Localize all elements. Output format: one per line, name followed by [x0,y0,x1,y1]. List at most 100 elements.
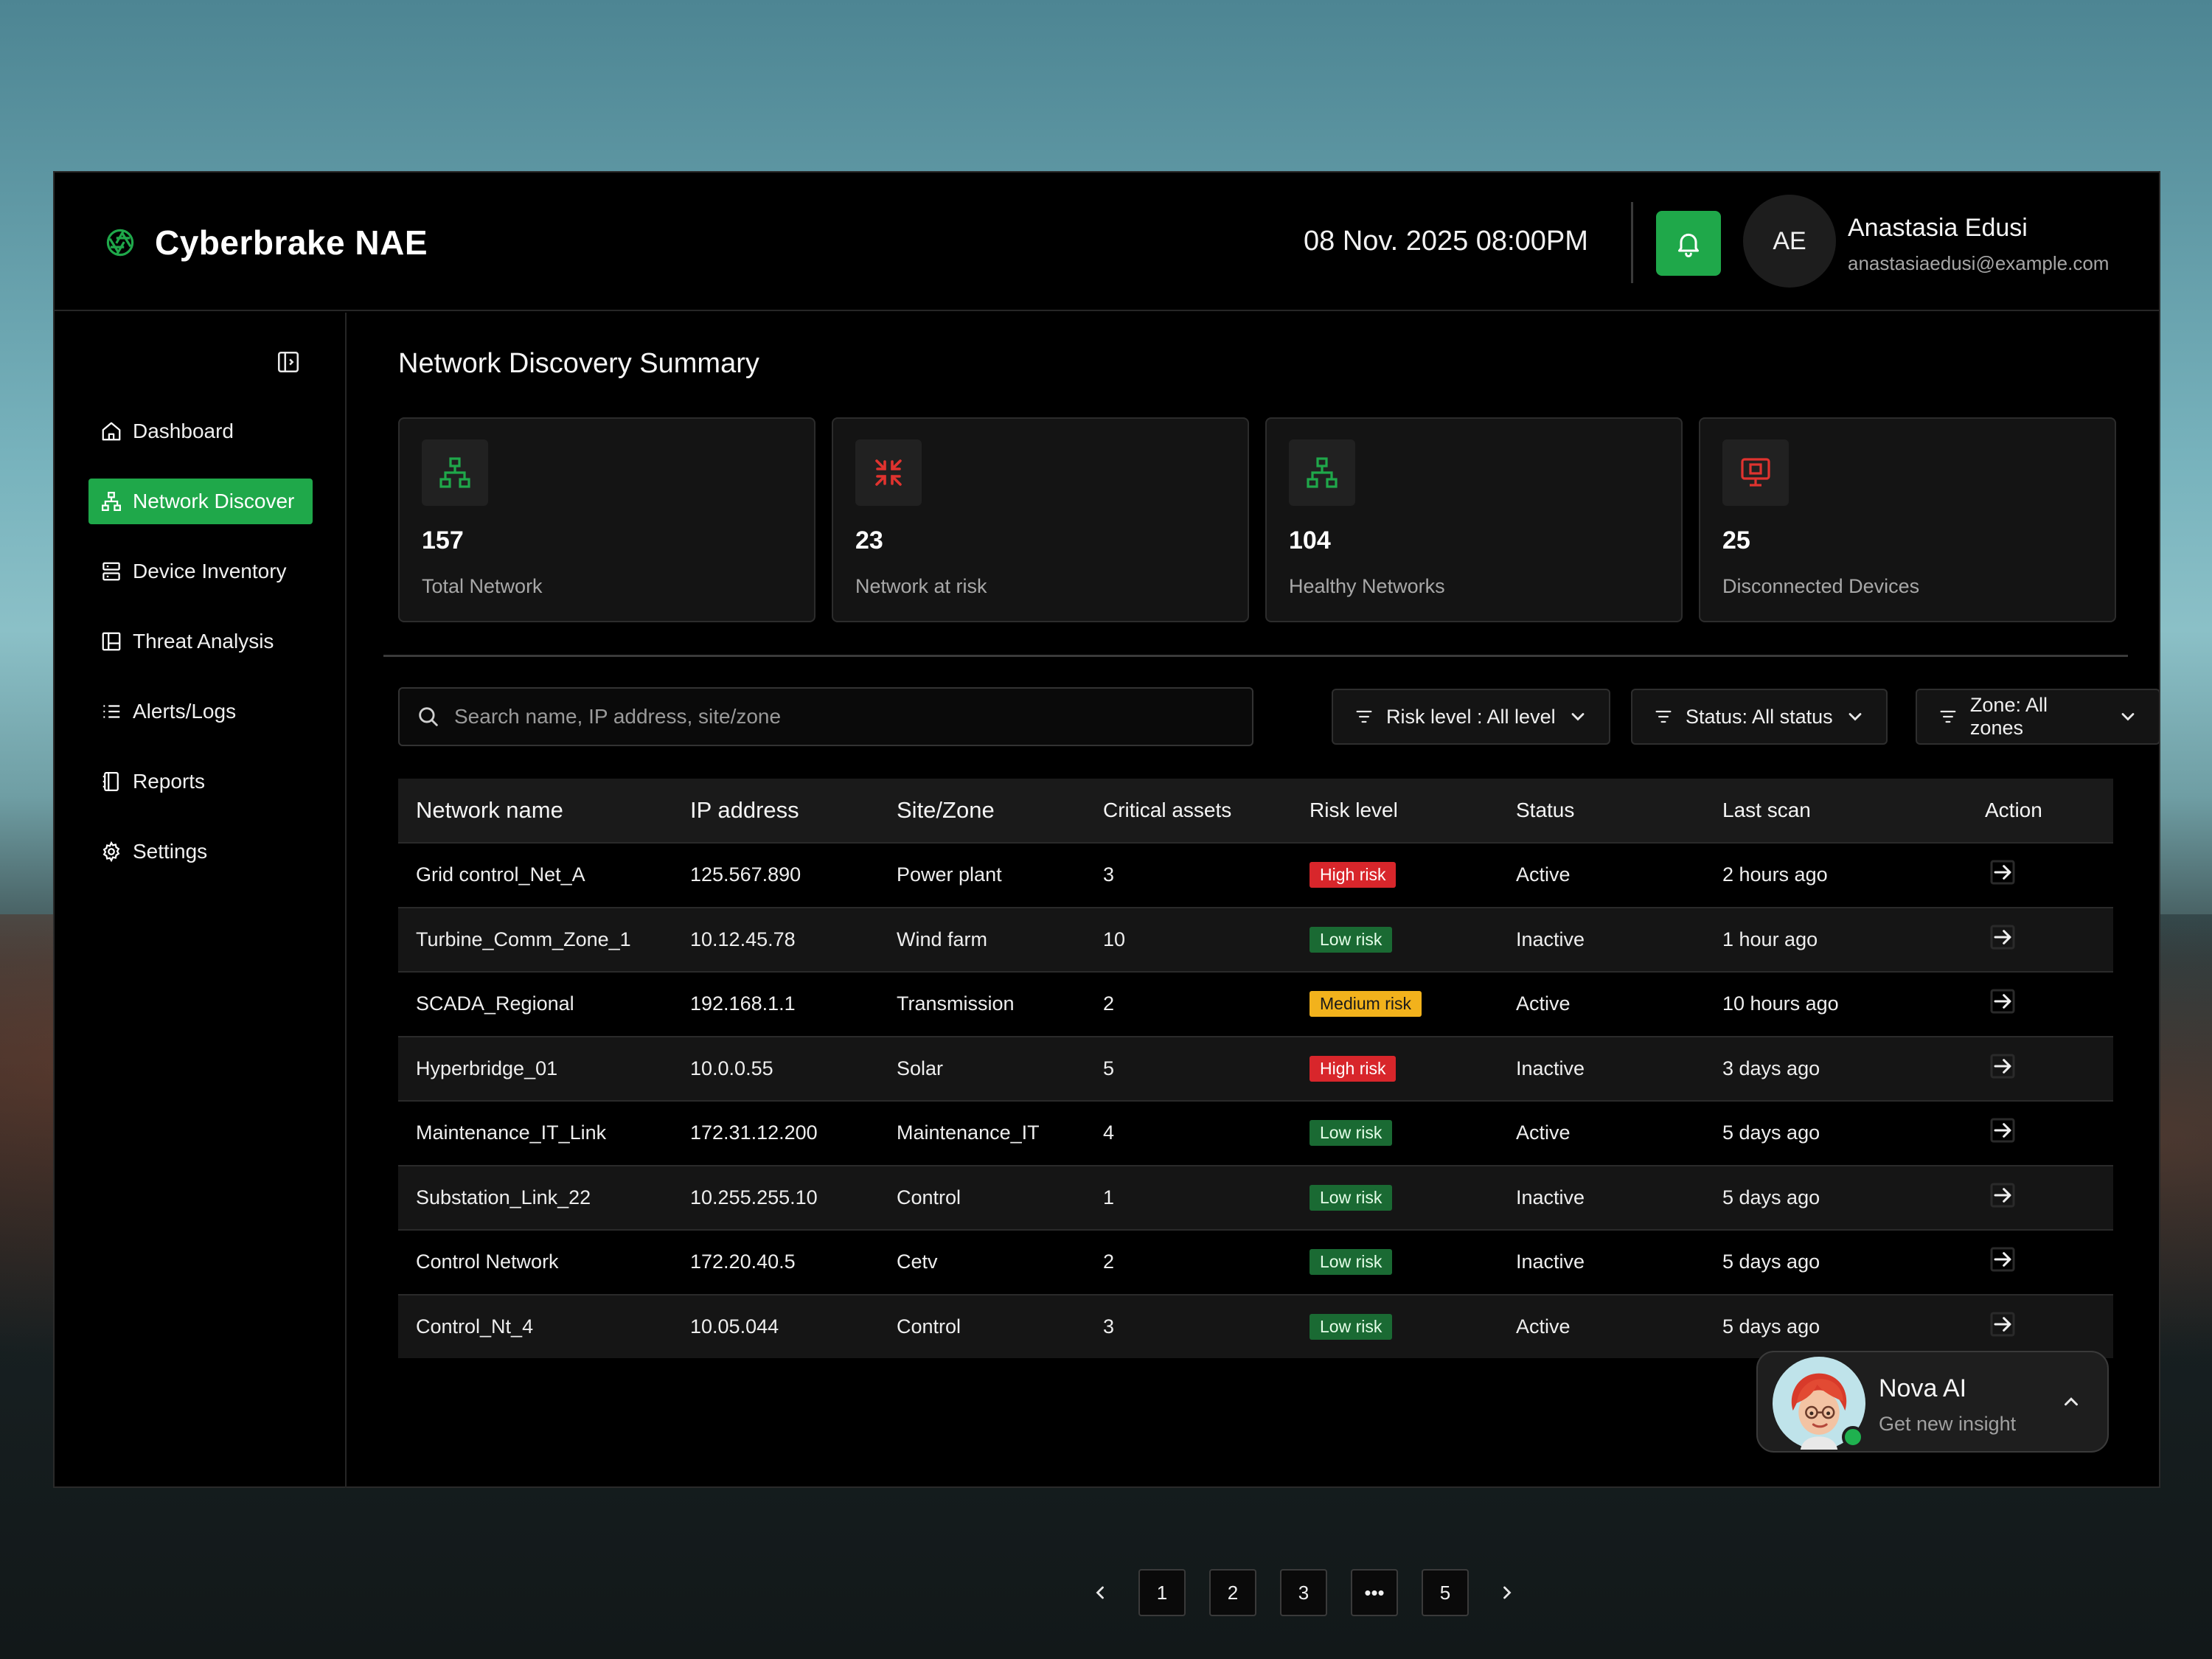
table-row[interactable]: Turbine_Comm_Zone_1 10.12.45.78 Wind farm 1… [398,906,2113,971]
table-row[interactable]: Control_Nt_4 10.05.044 Control 3 Low risk Act… [398,1293,2113,1358]
table-row[interactable]: Hyperbridge_01 10.0.0.55 Solar 5 High risk In… [398,1035,2113,1100]
page-ellipsis[interactable]: ••• [1351,1569,1398,1616]
column-header[interactable]: IP address [690,797,799,823]
chevron-down-icon [2121,713,2135,721]
network-icon [102,492,121,511]
column-header[interactable]: Network name [416,797,563,823]
table-row[interactable]: Grid control_Net_A 125.567.890 Power plant… [398,842,2113,907]
card-value: 157 [422,526,464,554]
cell-assets: 5 [1103,1057,1115,1079]
logo[interactable]: Cyberbrake NAE [105,223,428,262]
cell-ip: 172.20.40.5 [690,1251,796,1273]
cell-assets: 4 [1103,1121,1115,1144]
sidebar-nav: Dashboard Network Discover Device Invent… [88,408,313,899]
arrow-right-icon[interactable] [1988,858,2017,887]
table-row[interactable]: Substation_Link_22 10.255.255.10 Control 1 L… [398,1164,2113,1229]
sidebar-item-label: Settings [133,840,208,863]
column-header[interactable]: Risk level [1310,799,1398,821]
cell-assets: 2 [1103,1251,1115,1273]
sidebar-item-settings[interactable]: Settings [88,829,313,874]
card-healthy-networks[interactable]: 104 Healthy Networks [1265,417,1683,622]
sidebar-item-device-inventory[interactable]: Device Inventory [88,549,313,594]
arrow-right-icon[interactable] [1988,1116,2017,1145]
header-divider [1631,202,1633,283]
user-avatar[interactable]: AE [1743,195,1836,288]
risk-badge: Low risk [1310,1120,1393,1147]
current-datetime: 08 Nov. 2025 08:00PM [1304,226,1588,257]
page-button-2[interactable]: 2 [1209,1569,1256,1616]
cell-site: Control [897,1186,961,1208]
sidebar-item-label: Device Inventory [133,560,287,582]
cell-scan: 5 days ago [1722,1315,1820,1338]
table-row[interactable]: Maintenance_IT_Link 172.31.12.200 Maintena… [398,1100,2113,1165]
column-header: Action [1985,799,2042,821]
table-row[interactable]: Control Network 172.20.40.5 Cetv 2 Low risk I… [398,1229,2113,1294]
card-value: 25 [1722,526,1750,554]
column-header[interactable]: Critical assets [1103,799,1232,821]
sidebar-item-network-discover[interactable]: Network Discover [88,479,313,524]
cell-action [1967,922,2113,957]
previous-page-button[interactable] [1085,1578,1115,1607]
card-disconnected-devices[interactable]: 25 Disconnected Devices [1699,417,2116,622]
sidebar-item-threat-analysis[interactable]: Threat Analysis [88,619,313,664]
cell-site: Maintenance_IT [897,1121,1040,1144]
cell-action [1967,1310,2113,1344]
cell-ip: 192.168.1.1 [690,992,796,1015]
column-header[interactable]: Status [1516,799,1575,821]
cell-status: Active [1516,1315,1571,1338]
nova-assistant-avatar [1773,1357,1865,1450]
cell-action [1967,1180,2113,1215]
page-button-3[interactable]: 3 [1280,1569,1327,1616]
cell-risk: Low risk [1292,1249,1498,1276]
cell-site: Control [897,1315,961,1338]
cell-status: Active [1516,992,1571,1015]
sidebar-item-reports[interactable]: Reports [88,759,313,804]
cell-site: Wind farm [897,928,988,950]
layout-icon [102,632,121,651]
arrow-right-icon[interactable] [1988,1245,2017,1274]
sidebar-item-alerts-logs[interactable]: Alerts/Logs [88,689,313,734]
cell-ip: 172.31.12.200 [690,1121,818,1144]
nova-ai-widget[interactable]: Nova AI Get new insight [1756,1351,2109,1453]
table-row[interactable]: SCADA_Regional 192.168.1.1 Transmission 2 Me… [398,971,2113,1036]
column-header[interactable]: Last scan [1722,799,1811,821]
chevron-up-icon[interactable] [2060,1391,2082,1413]
cell-status: Inactive [1516,1251,1585,1273]
notifications-button[interactable] [1656,211,1721,276]
cell-scan: 2 hours ago [1722,863,1828,886]
cell-status: Inactive [1516,1186,1585,1208]
filter-label: Risk level : All level [1386,705,1556,728]
card-network-at-risk[interactable]: 23 Network at risk [832,417,1249,622]
cell-ip: 10.12.45.78 [690,928,796,950]
cell-risk: High risk [1292,1055,1498,1082]
cell-risk: Medium risk [1292,991,1498,1018]
app-window: Cyberbrake NAE 08 Nov. 2025 08:00PM AE A… [53,171,2160,1616]
risk-level-filter[interactable]: Risk level : All level [1332,689,1610,745]
arrow-right-icon[interactable] [1988,1051,2017,1081]
card-label: Healthy Networks [1289,575,1445,597]
search-input[interactable] [454,705,1236,728]
card-value: 104 [1289,526,1331,554]
table-body: Grid control_Net_A 125.567.890 Power plant… [398,842,2113,1358]
risk-badge: Low risk [1310,1313,1393,1340]
column-header[interactable]: Site/Zone [897,797,995,823]
card-total-network[interactable]: 157 Total Network [398,417,815,622]
page-button-5[interactable]: 5 [1422,1569,1469,1616]
arrow-right-icon[interactable] [1988,987,2017,1016]
risk-badge: Low risk [1310,926,1393,953]
page-button-1[interactable]: 1 [1138,1569,1186,1616]
chevron-left-icon [1096,1586,1104,1599]
risk-badge: High risk [1310,862,1397,888]
cell-risk: Low risk [1292,1313,1498,1340]
next-page-button[interactable] [1492,1578,1522,1607]
arrow-right-icon[interactable] [1988,922,2017,952]
cell-scan: 3 days ago [1722,1057,1820,1079]
sidebar-item-dashboard[interactable]: Dashboard [88,408,313,454]
cell-ip: 10.05.044 [690,1315,779,1338]
arrow-right-icon[interactable] [1988,1310,2017,1339]
zone-filter[interactable]: Zone: All zones [1916,689,2160,745]
cell-assets: 2 [1103,992,1115,1015]
sidebar-collapse-icon[interactable] [276,349,301,375]
status-filter[interactable]: Status: All status [1631,689,1888,745]
arrow-right-icon[interactable] [1988,1180,2017,1210]
